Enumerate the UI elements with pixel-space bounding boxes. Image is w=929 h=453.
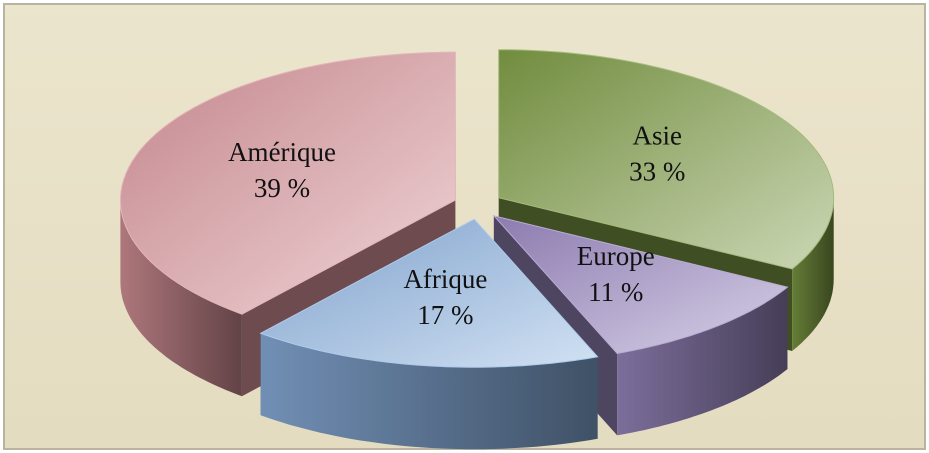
- slice-category-label: Europe: [577, 241, 655, 271]
- slice-value-label: 17 %: [417, 300, 473, 330]
- plot-area: Asie 33 % Europe 11 % Afrique 17 % Amérique 39 …: [120, 49, 835, 450]
- slice-value-label: 39 %: [254, 173, 310, 203]
- slice-side: [792, 197, 834, 351]
- slice-top: [259, 218, 599, 368]
- slice: [259, 218, 599, 450]
- slice-top: [120, 51, 456, 315]
- slice-top: [498, 49, 835, 270]
- slice-category-label: Amérique: [228, 137, 336, 167]
- slice-top: [492, 214, 789, 354]
- slice-side: [260, 333, 598, 450]
- slice-value-label: 11 %: [588, 277, 643, 307]
- slice-category-label: Asie: [632, 120, 682, 150]
- slice-value-label: 33 %: [629, 156, 685, 186]
- slice-side: [617, 287, 788, 436]
- slice-category-label: Afrique: [403, 264, 487, 294]
- slice-side: [120, 200, 242, 397]
